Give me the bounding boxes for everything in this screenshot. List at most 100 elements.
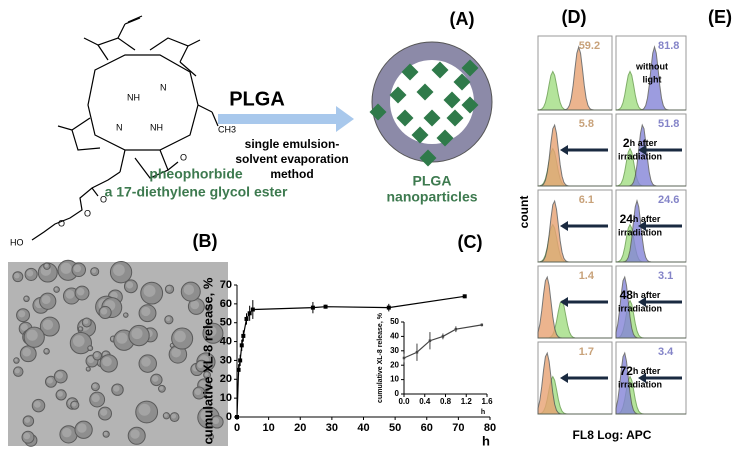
method: method xyxy=(270,167,313,181)
flow-panels: 59.2 5.8 6.1 1.4 1.7 81.8 51.8 24.6 3.1 3.4 withou… xyxy=(537,35,687,415)
tem-highlight xyxy=(164,413,168,417)
tem-highlight xyxy=(143,284,156,297)
tem-highlight xyxy=(42,319,54,330)
x-tick-label: 1.2 xyxy=(461,397,473,406)
tem-highlight xyxy=(124,313,127,316)
tem-highlight xyxy=(190,300,200,310)
tem-highlight xyxy=(100,408,108,416)
tem-highlight xyxy=(200,409,213,422)
percent-label: 3.1 xyxy=(658,270,673,282)
tem-highlight xyxy=(14,272,20,279)
y-tick-label: 60 xyxy=(220,298,232,310)
percent-label: 24.6 xyxy=(658,194,679,206)
x-tick-label: 30 xyxy=(326,422,338,434)
arrow xyxy=(218,106,354,132)
tem-highlight xyxy=(141,357,151,367)
point xyxy=(238,358,243,363)
y-tick-label: 20 xyxy=(220,373,232,385)
x-tick-label: 0.4 xyxy=(419,397,431,406)
arrow xyxy=(560,297,608,307)
atom: NH xyxy=(127,92,140,102)
tem-highlight xyxy=(72,335,85,347)
drug-diamond xyxy=(443,91,461,109)
percent-label: 5.8 xyxy=(579,118,594,130)
row-label: irradiation xyxy=(618,227,662,237)
tem-highlight xyxy=(76,287,85,296)
y-tick-label: 50 xyxy=(220,317,232,329)
point xyxy=(239,343,244,348)
y-tick-label: 40 xyxy=(390,332,399,341)
histogram-sample xyxy=(616,123,686,187)
atom: HO xyxy=(10,237,24,247)
tem-highlight xyxy=(204,372,209,377)
tem-highlight xyxy=(60,262,72,274)
tem-highlight xyxy=(94,352,99,358)
tem-highlight xyxy=(83,319,89,325)
atom: CH3 xyxy=(218,124,236,134)
drug-diamond xyxy=(416,83,434,101)
tem-highlight xyxy=(41,295,51,305)
atom: O xyxy=(100,194,107,204)
y-tick-label: 30 xyxy=(220,354,232,366)
histogram-sample xyxy=(616,45,686,111)
tem-highlight xyxy=(159,386,164,390)
tem-highlight xyxy=(141,306,151,317)
tem-highlight xyxy=(103,431,108,436)
arrow xyxy=(638,221,682,231)
tem-highlight xyxy=(18,310,26,318)
atom: O xyxy=(84,208,91,218)
arrow xyxy=(560,221,608,231)
tem-highlight xyxy=(14,358,18,362)
tem-highlight xyxy=(46,377,53,384)
atom: O xyxy=(58,218,65,228)
point xyxy=(236,367,241,372)
atom: O xyxy=(180,152,187,162)
tem-highlight xyxy=(24,296,28,300)
tem-highlight xyxy=(26,329,38,341)
tem-highlight xyxy=(199,380,207,388)
row-label: without xyxy=(635,61,668,71)
tem-highlight xyxy=(165,316,171,322)
point xyxy=(235,415,239,419)
point xyxy=(428,339,432,342)
histogram-sample xyxy=(537,199,612,263)
tem-highlight xyxy=(91,268,97,274)
row-label: irradiation xyxy=(618,303,662,313)
row-text: h after xyxy=(633,214,661,224)
tem-highlight xyxy=(91,393,100,403)
tem-highlight xyxy=(183,284,195,295)
tem-highlight xyxy=(62,427,72,438)
drug-diamond xyxy=(461,96,479,114)
tem-highlight xyxy=(102,356,112,367)
tem-highlight xyxy=(113,264,125,276)
tem-highlight xyxy=(33,400,41,408)
tem-highlight xyxy=(171,413,177,419)
tem-highlight xyxy=(206,305,210,309)
row-number: 48 xyxy=(620,288,634,302)
drug-diamond xyxy=(436,129,454,147)
arrow xyxy=(638,373,682,383)
line xyxy=(236,295,465,418)
tem-highlight xyxy=(23,432,31,440)
y-tick-label: 40 xyxy=(220,335,232,347)
point xyxy=(310,305,315,310)
point xyxy=(323,304,328,309)
tem-highlight xyxy=(65,289,75,299)
y-tick-label: 10 xyxy=(390,375,399,384)
tem-highlight xyxy=(100,307,108,315)
flow-y-label: count xyxy=(517,196,531,229)
tem-highlight xyxy=(152,375,159,382)
drug-diamond xyxy=(431,61,449,79)
drug-diamond xyxy=(396,109,414,127)
tem-highlight xyxy=(57,391,63,397)
tem-highlight xyxy=(209,434,212,438)
row-label: irradiation xyxy=(618,151,662,161)
atom: N xyxy=(116,122,123,132)
particle-label: nanoparticles xyxy=(386,189,477,205)
panel-label: (A) xyxy=(450,9,475,29)
reagent: PLGA xyxy=(229,88,285,110)
tem-highlight xyxy=(86,367,89,370)
y-tick-label: 70 xyxy=(220,279,232,291)
x-tick-label: 70 xyxy=(452,422,464,434)
